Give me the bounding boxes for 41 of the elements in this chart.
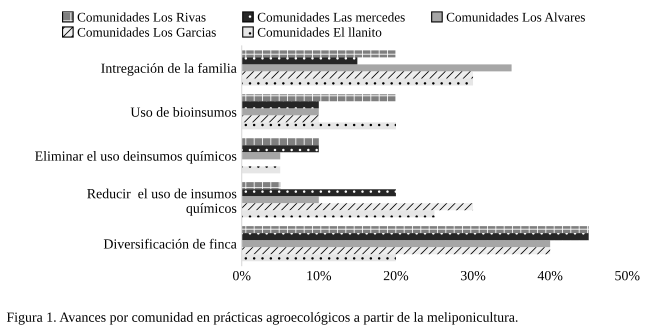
- bar: [242, 145, 319, 152]
- bar: [242, 101, 319, 108]
- y-tick-label: Diversificación de finca: [104, 238, 237, 249]
- x-tick-label: 20%: [384, 270, 408, 280]
- bar: [242, 182, 280, 190]
- x-tick-label: 0%: [232, 270, 250, 280]
- legend-label: Comunidades El llanito: [258, 27, 382, 37]
- legend-label: Comunidades Los Rivas: [78, 12, 206, 22]
- bar: [242, 57, 358, 64]
- bar: [242, 166, 280, 174]
- bar: [242, 50, 396, 58]
- bar: [242, 71, 474, 78]
- bar: [242, 210, 434, 218]
- y-tick-label: Intregación de la familia: [101, 63, 237, 76]
- bar: [242, 226, 589, 234]
- bar: [242, 247, 550, 254]
- legend-label: Comunidades Los Alvares: [446, 12, 585, 22]
- bar: [242, 115, 319, 122]
- y-tick-label: Eliminar el uso deinsumos químicos: [35, 150, 236, 164]
- bar: [242, 233, 589, 240]
- bar: [242, 108, 319, 116]
- bar: [242, 189, 396, 196]
- x-tick-label: 40%: [538, 270, 562, 280]
- legend-label: Comunidades Las mercedes: [258, 12, 405, 22]
- bar: [242, 196, 319, 204]
- bar: [242, 203, 474, 210]
- x-tick-label: 10%: [307, 270, 332, 280]
- bar: [242, 122, 396, 130]
- bar: [242, 254, 396, 262]
- x-tick-label: 30%: [460, 270, 486, 280]
- bar: [242, 64, 512, 72]
- bar: [242, 240, 550, 248]
- text: Figura 1. Avances por comunidad en prácticas agroecológicos a partir de la meliponicultura.: [6, 312, 518, 325]
- legend-label: Comunidades Los Garcias: [78, 27, 216, 37]
- bar: [242, 78, 474, 86]
- y-tick-label: Uso de bioinsumos: [130, 107, 236, 117]
- bar: [242, 94, 396, 102]
- bar: [242, 138, 319, 146]
- y-tick-label: Reducir el uso de insumos químicos: [87, 188, 236, 216]
- x-tick-label: 50%: [615, 270, 640, 280]
- bar: [242, 152, 280, 160]
